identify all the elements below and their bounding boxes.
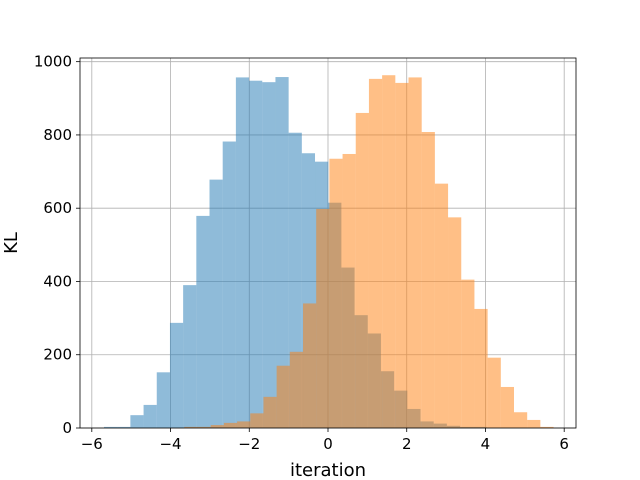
histogram-bar-series-1 [143,404,157,428]
axes: −6 −4 −2 0 2 4 6 0 200 400 600 800 1000 [34,53,577,453]
x-axis-label: iteration [290,460,366,480]
histogram-bar-series-1 [209,179,223,428]
histogram-bar-series-1 [183,285,197,428]
histogram-bar-series-2 [342,153,356,428]
histogram-bar-series-1 [169,322,184,428]
y-tick-label: 600 [43,199,72,217]
histogram-bar-series-2 [210,425,224,428]
histogram-bar-series-2 [408,77,422,429]
histogram-bar-series-1 [130,415,144,428]
y-tick-label: 400 [43,272,72,290]
histogram-bar-series-2 [329,158,343,429]
histogram-bar-series-2 [197,426,211,428]
x-tick-label: 4 [481,435,491,453]
histogram-bar-series-2 [250,413,264,428]
histogram-bar-series-2 [184,426,198,428]
histogram-bar-series-2 [448,217,462,428]
histogram-bars [104,75,554,429]
histogram-bar-series-1 [222,141,236,428]
histogram-bar-series-2 [474,308,488,428]
x-tick-label: 6 [559,435,569,453]
histogram-bar-series-2 [355,112,369,428]
x-tick-label: −2 [238,435,260,453]
histogram-bar-series-1 [104,426,118,428]
histogram-bar-series-2 [237,421,251,428]
x-tick-label: −6 [81,435,103,453]
histogram-bar-series-1 [117,426,131,428]
y-axis-label: KL [1,232,22,254]
histogram-bar-series-2 [223,422,238,428]
y-tick-label: 1000 [34,53,72,71]
histogram-bar-series-2 [461,279,475,428]
x-tick-label: 0 [323,435,333,453]
histogram-bar-series-2 [263,396,277,428]
histogram-bar-series-2 [487,357,501,428]
histogram-bar-series-2 [421,132,435,428]
histogram-bar-series-1 [235,77,250,429]
histogram-bar-series-2 [540,426,554,428]
histogram-bar-series-2 [303,303,317,428]
histogram-bar-series-2 [395,82,409,428]
histogram-bar-series-2 [368,78,383,428]
histogram-bar-series-1 [249,80,263,429]
y-tick-label: 0 [62,419,72,437]
histogram-bar-series-2 [500,386,514,428]
histogram-bar-series-2 [527,419,541,428]
histogram-bar-series-1 [196,215,210,428]
histogram-bar-series-1 [156,372,170,428]
histogram-bar-series-2 [289,351,304,428]
x-tick-label: 2 [402,435,412,453]
histogram-bar-series-2 [276,365,290,428]
y-tick-label: 800 [43,126,72,144]
histogram-bar-series-2 [316,208,330,428]
histogram-bar-series-2 [514,412,528,428]
histogram-bar-series-1 [275,77,289,429]
histogram-bar-series-2 [434,183,449,428]
histogram-bar-series-2 [382,75,396,428]
histogram-bar-series-1 [262,82,276,428]
x-tick-label: −4 [159,435,181,453]
y-tick-label: 200 [43,346,72,364]
